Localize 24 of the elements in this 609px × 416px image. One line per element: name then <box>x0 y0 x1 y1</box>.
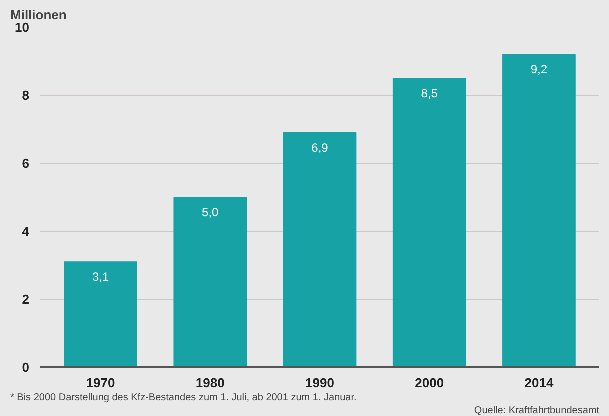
bar <box>502 54 576 368</box>
y-tick-label: 2 <box>22 292 30 307</box>
data-label: 8,5 <box>421 86 438 100</box>
data-label: 5,0 <box>202 206 220 220</box>
source-note: Quelle: Kraftfahrtbundesamt <box>474 406 600 416</box>
y-tick-label: 0 <box>22 360 30 375</box>
x-tick-label: 2014 <box>524 376 554 390</box>
bar <box>283 132 357 368</box>
y-tick-label: 10 <box>15 20 30 35</box>
x-tick-label: 1970 <box>86 376 116 390</box>
text: * Bis 2000 Darstellung des Kfz-Bestandes zum 1. Juli, ab 2001 zum 1. Januar. <box>10 392 357 404</box>
data-label: 3,1 <box>92 270 110 284</box>
x-tick-label: 1980 <box>196 376 225 390</box>
y-axis-title: Millionen <box>10 8 67 22</box>
bar <box>392 78 466 368</box>
x-tick-label: 1990 <box>306 376 334 390</box>
bar <box>64 262 138 368</box>
y-tick-label: 8 <box>22 88 30 103</box>
bar <box>174 197 248 368</box>
y-tick-label: 6 <box>22 156 30 171</box>
data-label: 6,9 <box>312 140 329 155</box>
x-tick-label: 2000 <box>415 376 444 390</box>
data-label: 9,2 <box>530 62 548 77</box>
y-tick-label: 4 <box>22 224 30 239</box>
